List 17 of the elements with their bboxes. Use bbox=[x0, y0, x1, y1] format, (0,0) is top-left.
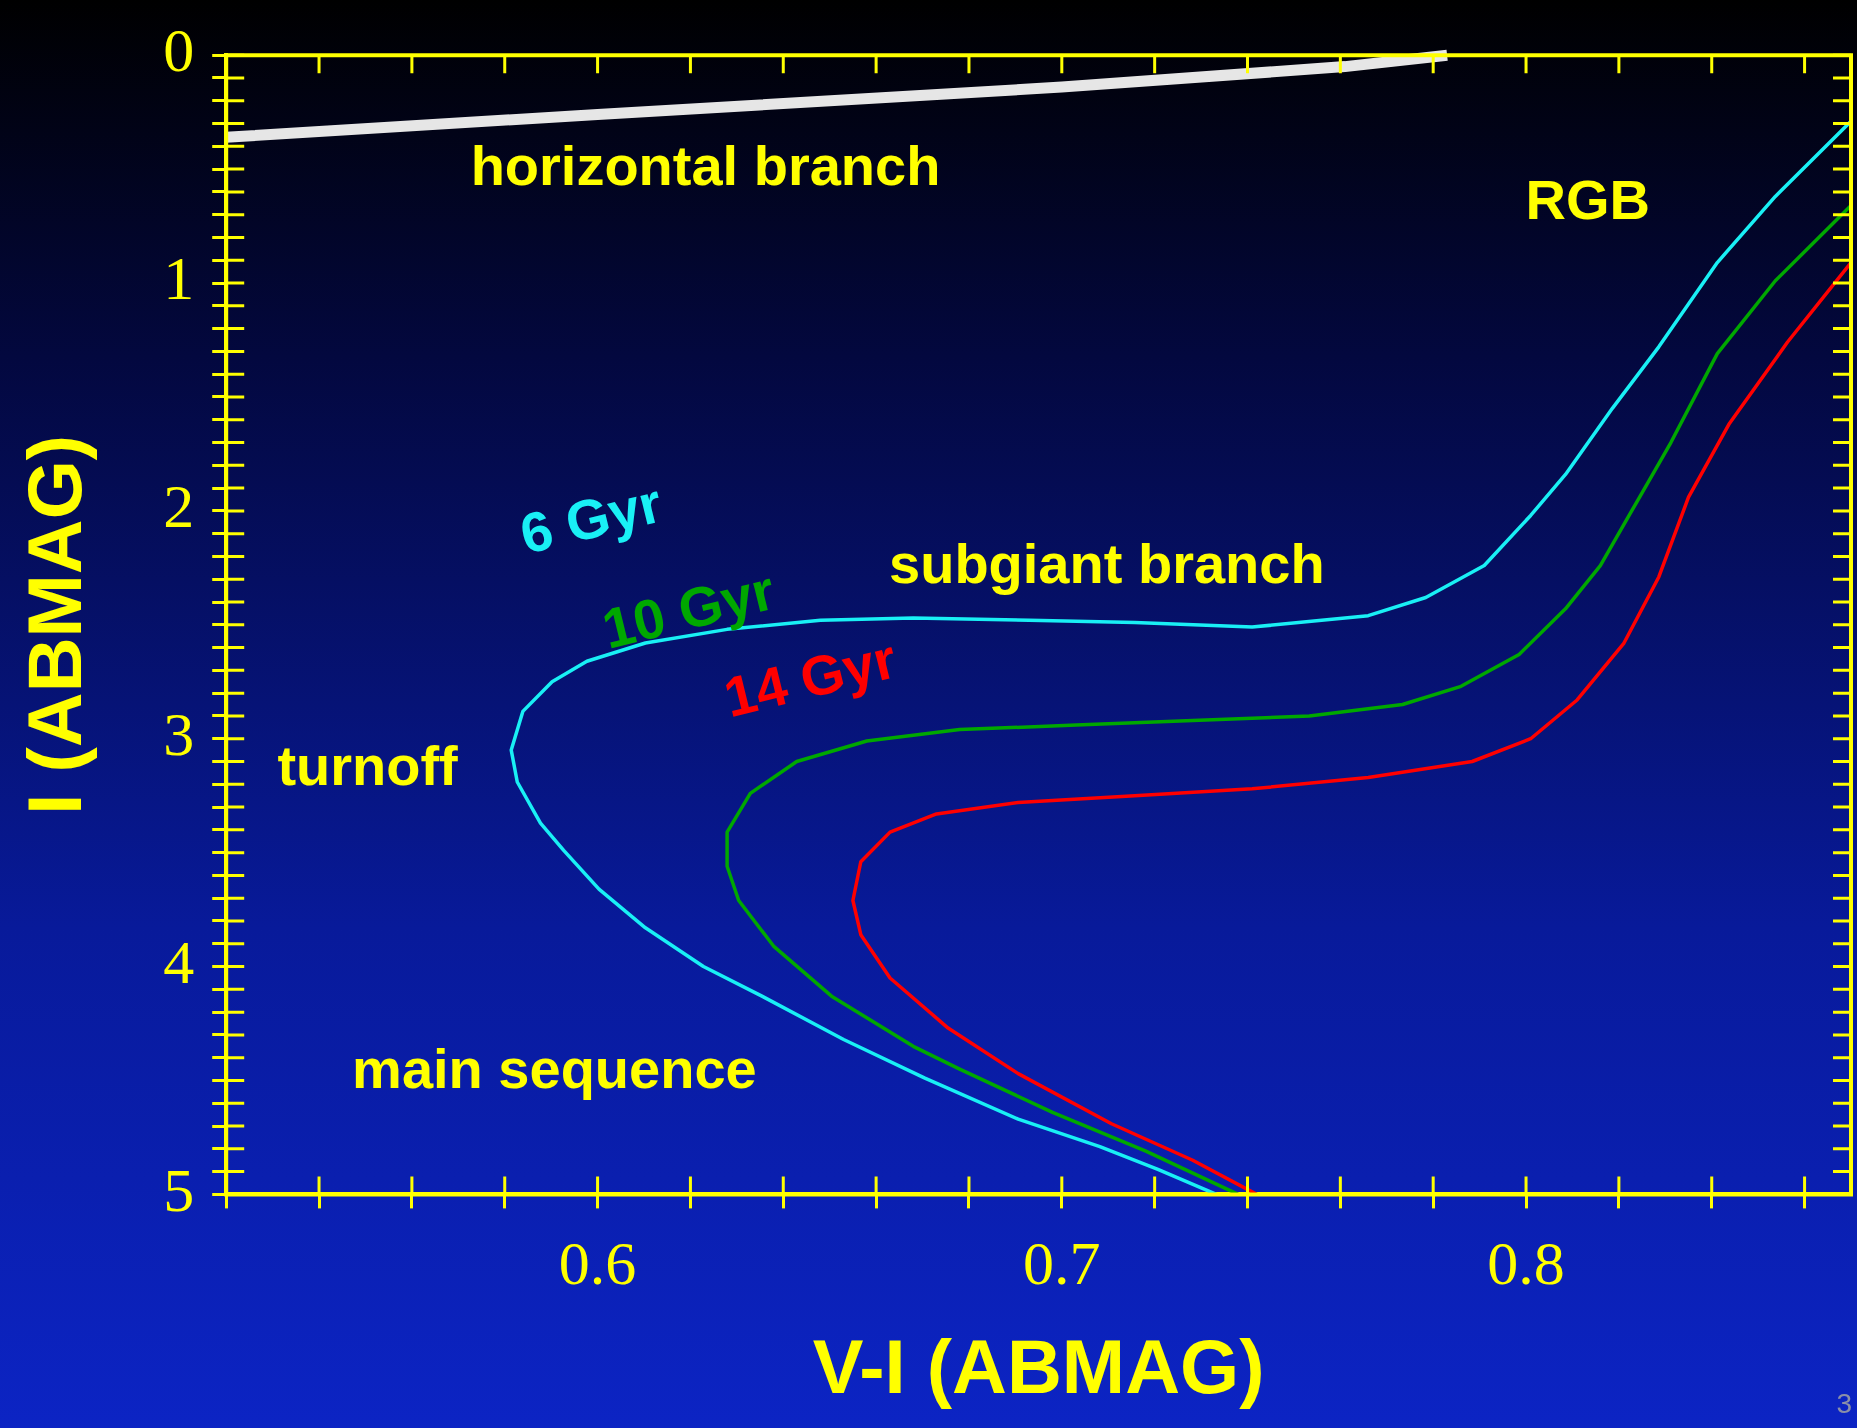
text: 3 bbox=[1836, 1387, 1852, 1419]
x-tick-label: 0.7 bbox=[1023, 1228, 1101, 1297]
y-tick-label: 0 bbox=[163, 16, 195, 85]
y-tick-label: 1 bbox=[163, 244, 195, 313]
y-tick-label: 5 bbox=[163, 1155, 195, 1224]
annotation: turnoff bbox=[277, 733, 459, 797]
y-axis-title: I (ABMAG) bbox=[11, 434, 97, 815]
y-tick-label: 3 bbox=[163, 700, 195, 768]
annotation: RGB bbox=[1525, 167, 1651, 231]
x-tick-label: 0.8 bbox=[1487, 1228, 1565, 1297]
annotation: horizontal branch bbox=[470, 133, 941, 197]
x-tick-label: 0.6 bbox=[558, 1228, 637, 1297]
y-tick-label: 2 bbox=[163, 472, 195, 541]
x-axis-title: V-I (ABMAG) bbox=[812, 1324, 1265, 1410]
annotation: main sequence bbox=[352, 1036, 757, 1100]
annotation: subgiant branch bbox=[889, 532, 1325, 596]
y-tick-label: 4 bbox=[163, 927, 195, 996]
